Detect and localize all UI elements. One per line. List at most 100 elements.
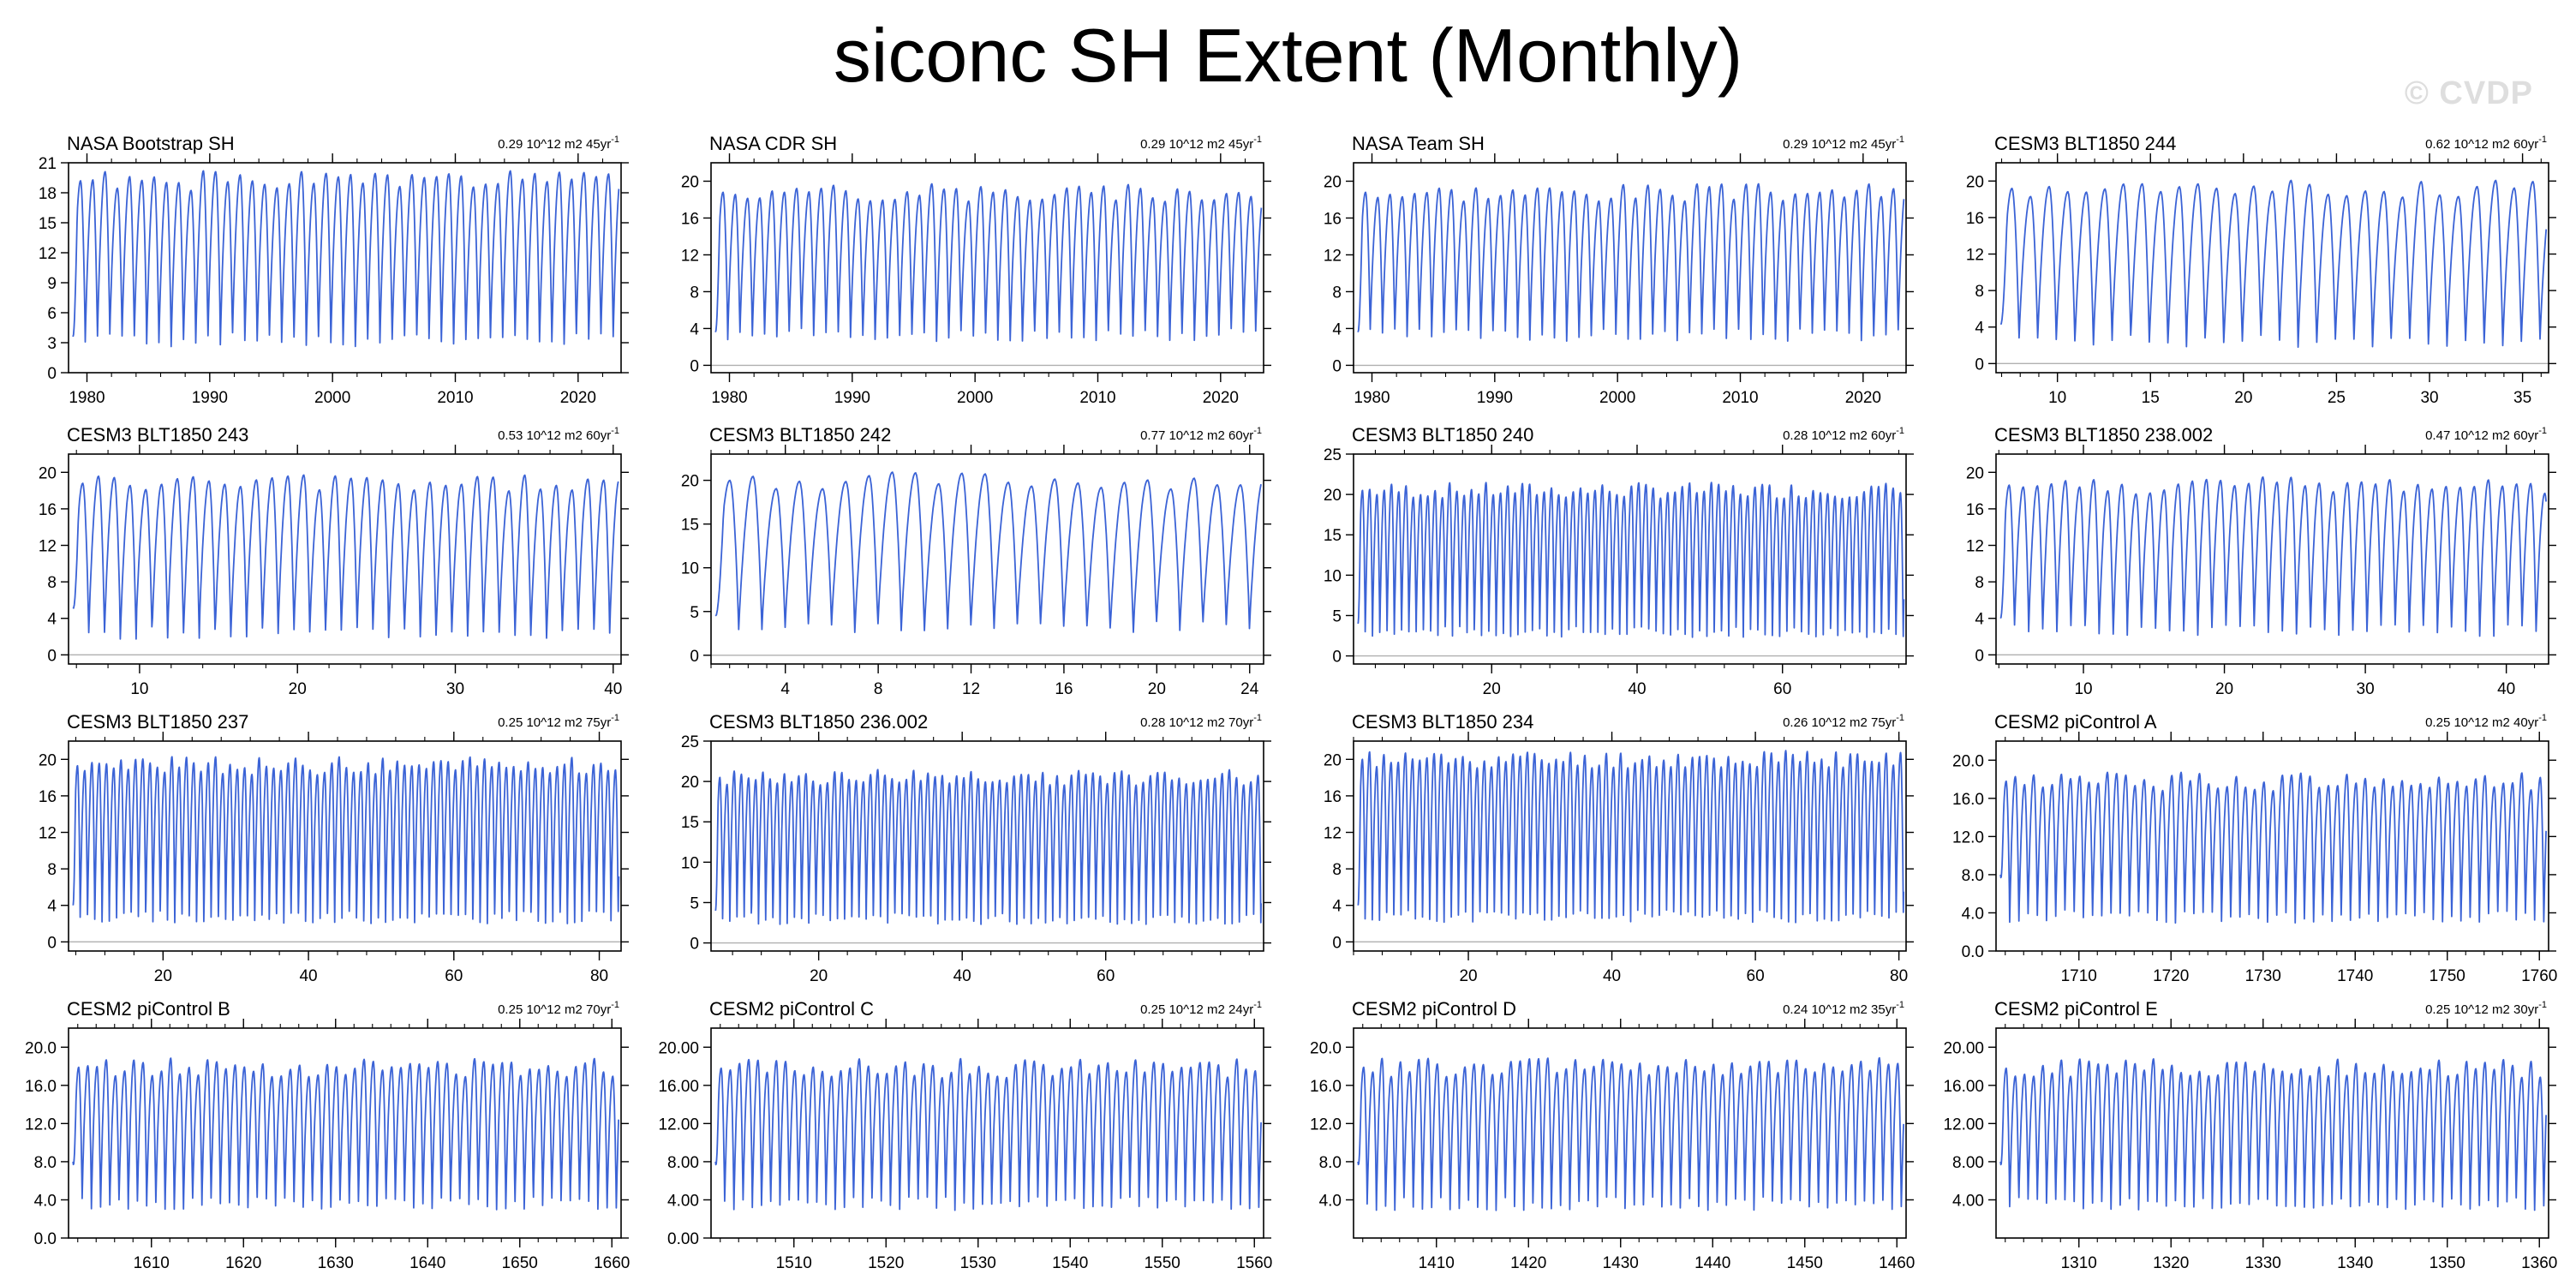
x-tick-label: 40 bbox=[1628, 680, 1646, 698]
y-tick-label: 4 bbox=[1332, 320, 1342, 338]
x-tick-label: 4 bbox=[780, 680, 790, 698]
x-tick-label: 40 bbox=[953, 967, 971, 985]
y-tick-label: 12.0 bbox=[1952, 828, 1984, 846]
y-tick-label: 4.0 bbox=[1319, 1192, 1342, 1210]
y-tick-label: 12.0 bbox=[1310, 1116, 1342, 1133]
y-tick-label: 20 bbox=[681, 173, 699, 191]
panel-title: CESM2 piControl C bbox=[709, 998, 874, 1020]
panel-trend-label: 0.62 10^12 m2 60yr-1 bbox=[2425, 135, 2547, 152]
cvdp-watermark: © CVDP bbox=[2404, 75, 2533, 111]
x-tick-label: 1760 bbox=[2521, 967, 2557, 985]
x-tick-label: 2000 bbox=[1599, 389, 1635, 407]
panel-trend-label: 0.25 10^12 m2 70yr-1 bbox=[498, 1000, 619, 1017]
x-tick-label: 1310 bbox=[2061, 1254, 2097, 1272]
panel-trend-label: 0.29 10^12 m2 45yr-1 bbox=[1140, 135, 1262, 152]
y-tick-label: 20 bbox=[681, 473, 699, 491]
y-tick-label: 6 bbox=[47, 305, 57, 323]
y-tick-label: 5 bbox=[690, 604, 699, 622]
y-tick-label: 5 bbox=[1332, 607, 1342, 625]
y-tick-label: 20 bbox=[1324, 751, 1342, 769]
y-tick-label: 8 bbox=[1332, 284, 1342, 302]
y-tick-label: 20.00 bbox=[1943, 1039, 1984, 1057]
y-tick-label: 4.00 bbox=[667, 1192, 699, 1210]
y-tick-label: 10 bbox=[1324, 567, 1342, 585]
panel-title: NASA Bootstrap SH bbox=[67, 133, 235, 154]
y-tick-label: 4 bbox=[47, 898, 57, 916]
y-tick-label: 20 bbox=[39, 464, 57, 482]
series-line bbox=[714, 182, 1263, 343]
y-tick-label: 20 bbox=[1966, 173, 1984, 191]
y-tick-label: 16 bbox=[39, 501, 57, 519]
x-tick-label: 8 bbox=[874, 680, 883, 698]
plot-frame bbox=[68, 453, 622, 665]
panel-trend-label: 0.26 10^12 m2 75yr-1 bbox=[1783, 713, 1904, 730]
x-tick-label: 1740 bbox=[2337, 967, 2373, 985]
panel-trend-label: 0.25 10^12 m2 24yr-1 bbox=[1140, 1000, 1262, 1017]
plot-frame bbox=[68, 740, 622, 952]
y-tick-label: 15 bbox=[1324, 527, 1342, 545]
y-tick-label: 0 bbox=[1332, 357, 1342, 375]
x-tick-label: 1650 bbox=[502, 1254, 538, 1272]
y-tick-label: 20 bbox=[1324, 173, 1342, 191]
x-tick-label: 1320 bbox=[2153, 1254, 2189, 1272]
x-tick-label: 20 bbox=[2234, 389, 2252, 407]
y-tick-label: 16 bbox=[1324, 210, 1342, 228]
x-tick-label: 20 bbox=[1483, 680, 1501, 698]
panel-15: CESM2 piControl D 0.24 10^12 m2 35yr-1 4.0… bbox=[1310, 998, 1915, 1272]
x-tick-label: 1540 bbox=[1052, 1254, 1088, 1272]
x-tick-label: 1420 bbox=[1510, 1254, 1546, 1272]
y-tick-label: 12 bbox=[1966, 538, 1984, 556]
x-tick-label: 1520 bbox=[868, 1254, 904, 1272]
y-tick-label: 16.00 bbox=[658, 1078, 699, 1096]
y-tick-label: 12.0 bbox=[25, 1116, 57, 1133]
panel-title: CESM3 BLT1850 244 bbox=[1994, 133, 2176, 154]
x-tick-label: 1350 bbox=[2430, 1254, 2465, 1272]
x-tick-label: 1980 bbox=[69, 389, 105, 407]
x-tick-label: 80 bbox=[590, 967, 608, 985]
x-tick-label: 1750 bbox=[2430, 967, 2465, 985]
y-tick-label: 10 bbox=[681, 854, 699, 872]
panel-title: CESM2 piControl E bbox=[1994, 998, 2158, 1020]
y-tick-label: 25 bbox=[681, 733, 699, 751]
panel-4: CESM3 BLT1850 244 0.62 10^12 m2 60yr-1 0 4 8… bbox=[1966, 133, 2556, 407]
page-title: siconc SH Extent (Monthly) bbox=[833, 13, 1743, 98]
x-tick-label: 30 bbox=[2357, 680, 2375, 698]
plot-frame bbox=[710, 1027, 1264, 1239]
plot-frame bbox=[68, 162, 622, 374]
x-tick-label: 15 bbox=[2142, 389, 2160, 407]
plot-frame bbox=[1353, 162, 1907, 374]
x-tick-label: 30 bbox=[2420, 389, 2438, 407]
x-tick-label: 1980 bbox=[1354, 389, 1390, 407]
series-line bbox=[72, 1057, 619, 1211]
panel-title: CESM2 piControl D bbox=[1352, 998, 1516, 1020]
panel-6: CESM3 BLT1850 242 0.77 10^12 m2 60yr-1 0 5 1… bbox=[681, 424, 1271, 698]
panel-2: NASA CDR SH 0.29 10^12 m2 45yr-1 0 4 8 12 16 20… bbox=[681, 133, 1271, 407]
plot-frame bbox=[1353, 740, 1907, 952]
x-tick-label: 1360 bbox=[2521, 1254, 2557, 1272]
y-tick-label: 4 bbox=[1975, 320, 1984, 338]
y-tick-label: 8.0 bbox=[34, 1154, 57, 1172]
y-tick-label: 8 bbox=[47, 861, 57, 879]
y-tick-label: 20.0 bbox=[1310, 1039, 1342, 1057]
y-tick-label: 12 bbox=[39, 245, 57, 263]
y-tick-label: 4 bbox=[47, 611, 57, 629]
y-tick-label: 8.0 bbox=[1962, 867, 1984, 885]
x-tick-label: 2010 bbox=[437, 389, 473, 407]
x-tick-label: 1630 bbox=[318, 1254, 354, 1272]
y-tick-label: 15 bbox=[39, 215, 57, 233]
x-tick-label: 1720 bbox=[2153, 967, 2189, 985]
x-tick-label: 1510 bbox=[776, 1254, 812, 1272]
y-tick-label: 20 bbox=[1966, 464, 1984, 482]
y-tick-label: 0 bbox=[1332, 934, 1342, 952]
plot-frame bbox=[710, 162, 1264, 374]
plot-frame bbox=[1995, 453, 2549, 665]
x-tick-label: 1560 bbox=[1236, 1254, 1272, 1272]
y-tick-label: 8.0 bbox=[1319, 1154, 1342, 1172]
y-tick-label: 12.00 bbox=[1943, 1116, 1984, 1133]
y-tick-label: 16.0 bbox=[1310, 1078, 1342, 1096]
y-tick-label: 0 bbox=[690, 648, 699, 666]
panel-title: CESM2 piControl B bbox=[67, 998, 230, 1020]
series-line bbox=[1999, 476, 2547, 637]
x-tick-label: 1990 bbox=[1477, 389, 1513, 407]
y-tick-label: 10 bbox=[681, 560, 699, 578]
